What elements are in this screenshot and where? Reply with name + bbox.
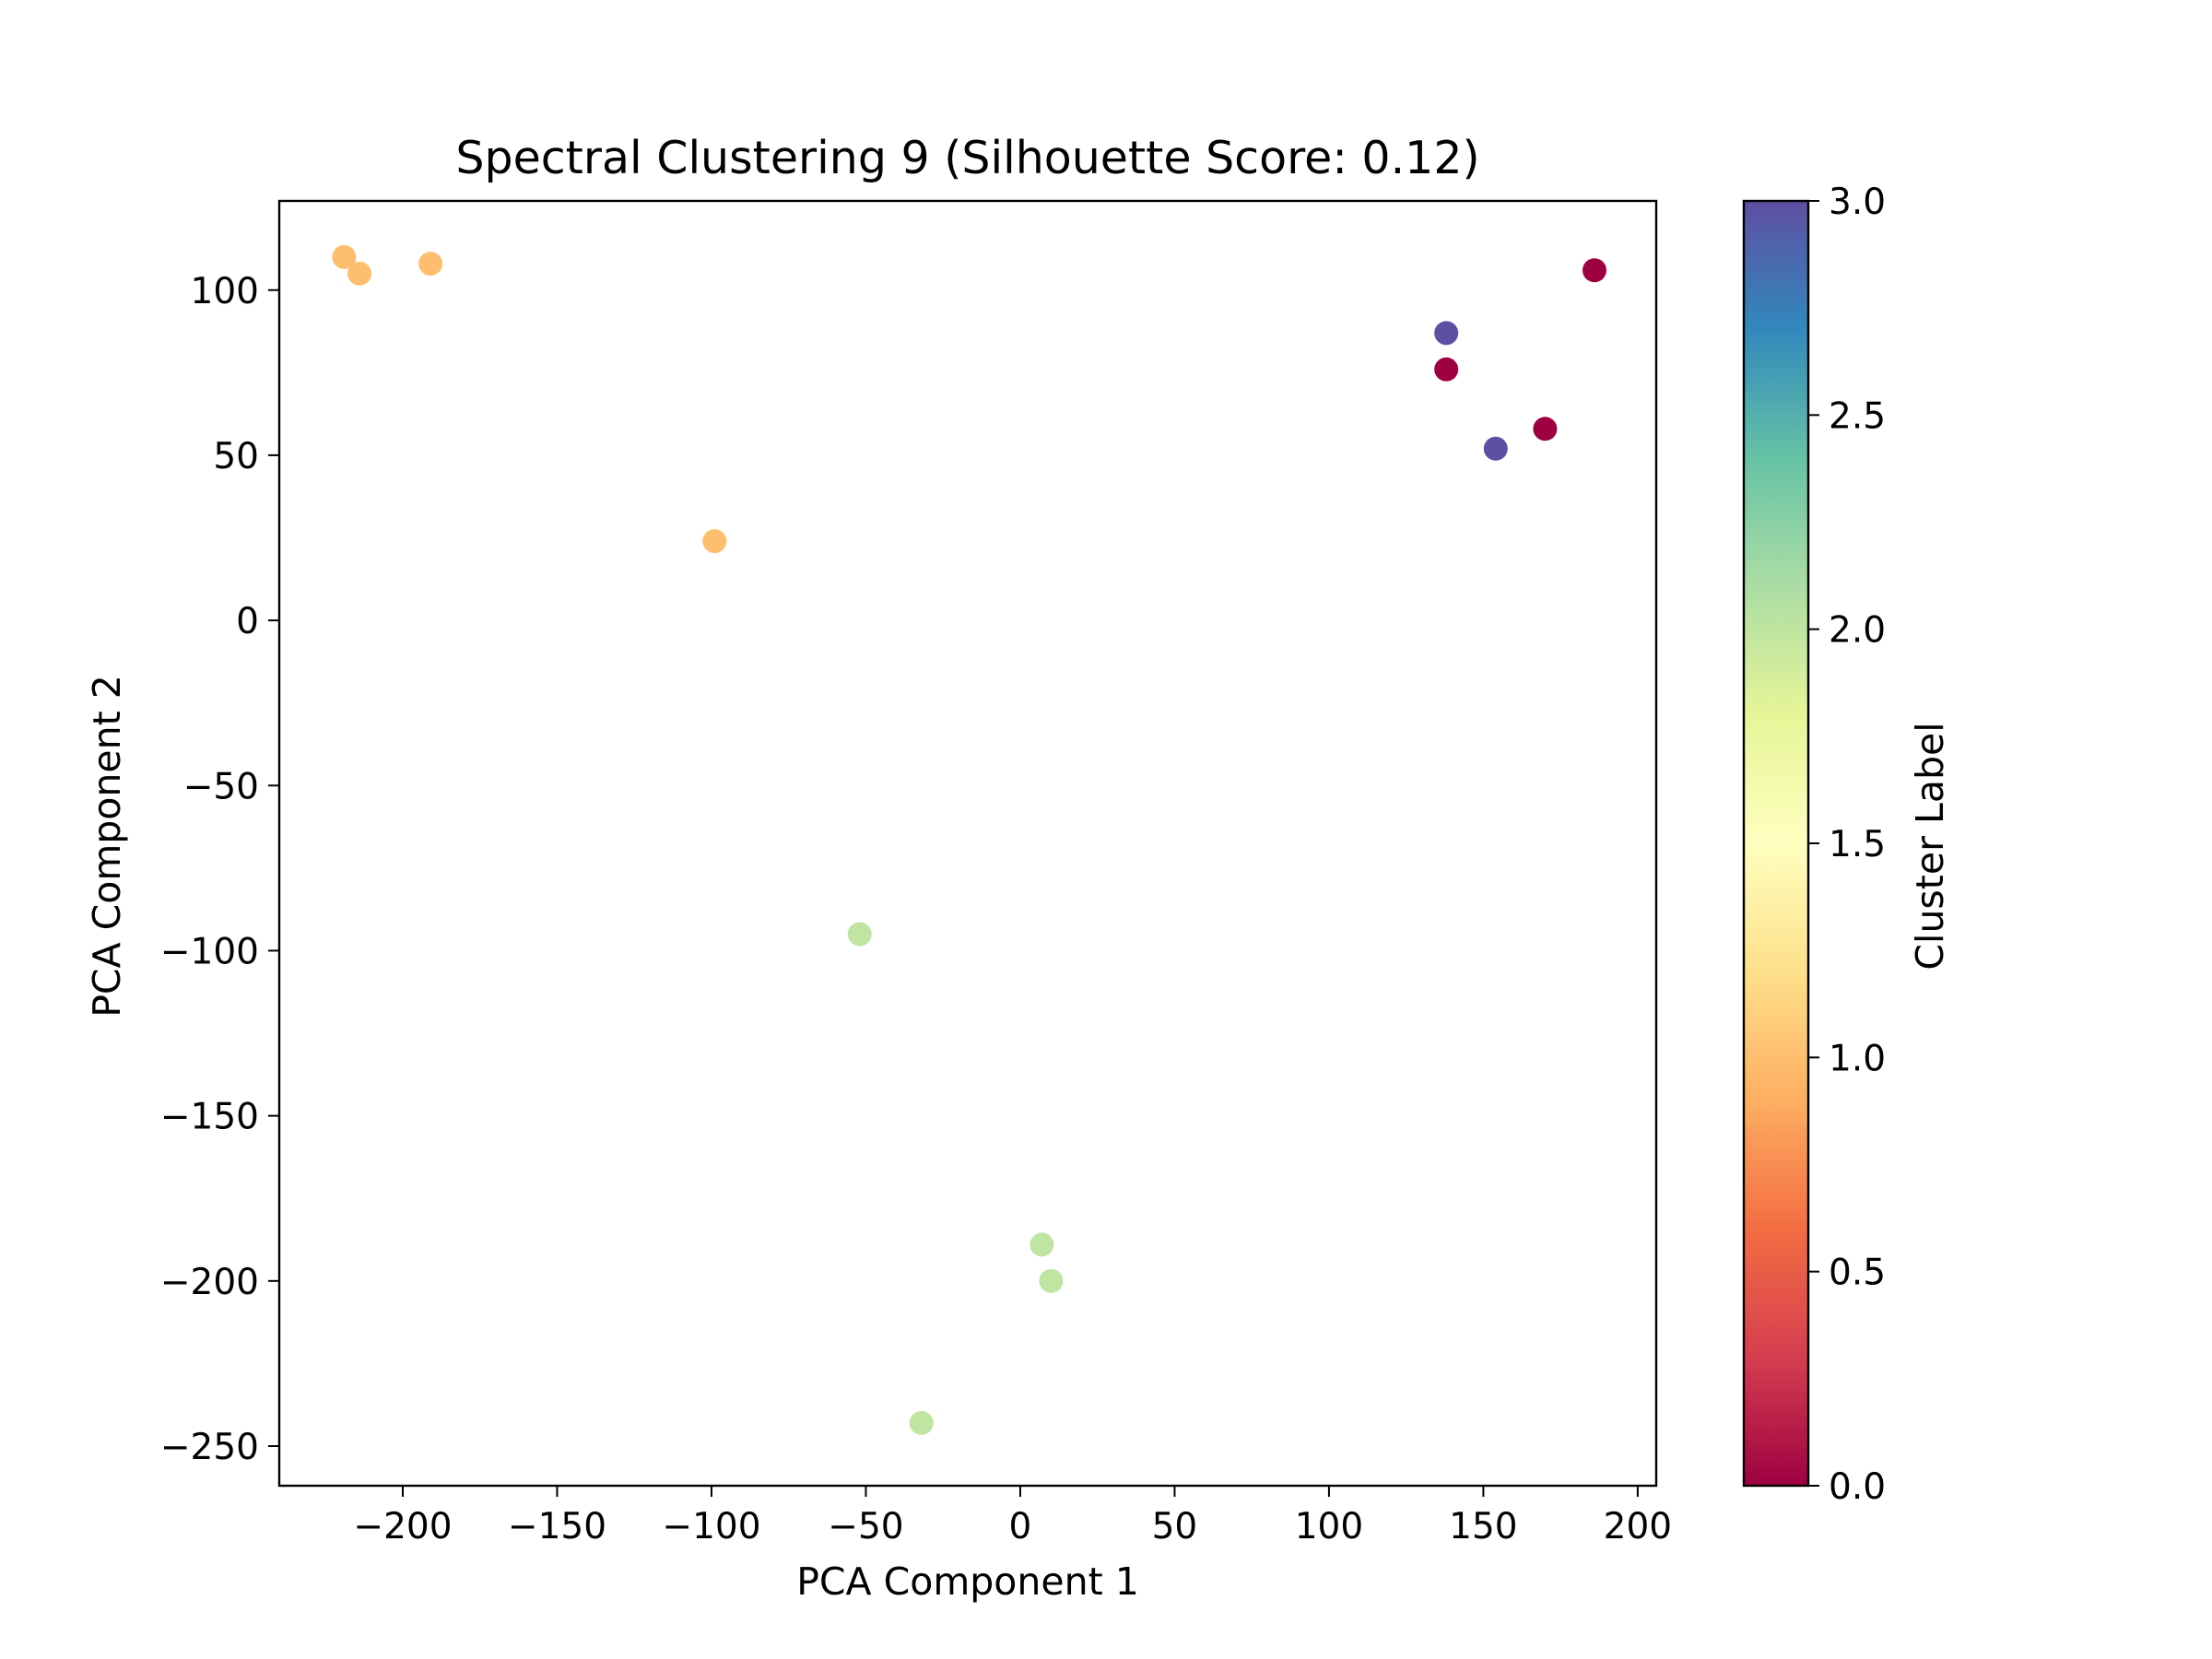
colorbar-tick-label: 1.5 xyxy=(1829,824,1886,865)
colorbar-tick-label: 3.0 xyxy=(1829,182,1886,223)
y-tick-label: −50 xyxy=(183,766,259,807)
x-tick-label: 0 xyxy=(1009,1506,1032,1547)
colorbar-tick-label: 2.0 xyxy=(1829,610,1886,652)
data-point-cluster-3 xyxy=(1483,436,1508,461)
y-tick-label: −150 xyxy=(160,1097,259,1138)
data-point-cluster-2 xyxy=(909,1410,934,1435)
data-point-cluster-0 xyxy=(1434,357,1459,382)
chart-title: Spectral Clustering 9 (Silhouette Score:… xyxy=(455,132,1479,184)
plot-area: −200 −150 −100 −50 0 50 100 150 200 −250 −200 −150 −… xyxy=(160,199,1672,1547)
data-point-cluster-1 xyxy=(332,244,357,269)
x-tick-label: 100 xyxy=(1295,1506,1363,1547)
data-point-cluster-1 xyxy=(418,252,443,276)
plot-frame xyxy=(277,199,1658,1488)
y-tick-label: 50 xyxy=(213,436,259,477)
x-tick-label: −100 xyxy=(662,1506,760,1547)
y-tick-label: 0 xyxy=(236,601,259,642)
data-point-cluster-0 xyxy=(1583,258,1607,283)
data-point-cluster-2 xyxy=(1030,1232,1054,1257)
colorbar-tick-label: 1.0 xyxy=(1829,1038,1886,1079)
data-point-cluster-1 xyxy=(347,261,372,286)
x-tick-label: −200 xyxy=(353,1506,452,1547)
colorbar-title: Cluster Label xyxy=(1908,722,1952,970)
colorbar-tick-label: 2.5 xyxy=(1829,395,1886,437)
colorbar-tick-label: 0.5 xyxy=(1829,1253,1886,1294)
data-point-cluster-0 xyxy=(1533,417,1558,441)
x-axis-title: PCA Component 1 xyxy=(796,1559,1139,1604)
data-point-cluster-3 xyxy=(1434,321,1459,346)
y-axis-title: PCA Component 2 xyxy=(85,675,129,1018)
colorbar-gradient xyxy=(1744,201,1808,1486)
x-tick-label: 150 xyxy=(1449,1506,1517,1547)
y-tick-label: 100 xyxy=(191,271,259,312)
y-tick-label: −100 xyxy=(160,931,259,972)
data-point-cluster-2 xyxy=(847,922,872,947)
x-tick-label: 200 xyxy=(1604,1506,1672,1547)
x-tick-label: 50 xyxy=(1152,1506,1198,1547)
y-tick-label: −250 xyxy=(160,1427,259,1468)
colorbar-tick-label: 0.0 xyxy=(1829,1466,1886,1508)
data-point-cluster-1 xyxy=(702,529,727,554)
x-tick-label: −150 xyxy=(508,1506,606,1547)
data-point-cluster-2 xyxy=(1039,1268,1064,1293)
colorbar: 0.0 0.5 1.0 1.5 2.0 2.5 3.0 xyxy=(1742,182,1886,1508)
y-tick-label: −200 xyxy=(160,1262,259,1303)
x-tick-label: −50 xyxy=(828,1506,903,1547)
